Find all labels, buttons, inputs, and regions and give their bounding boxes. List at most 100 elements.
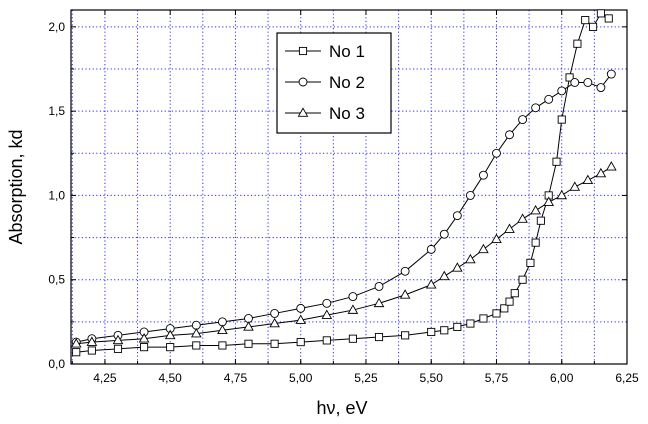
data-point-triangle [504, 223, 515, 233]
data-point-triangle [452, 262, 463, 272]
data-point-square [427, 327, 436, 337]
y-axis-title: Absorption, kd [6, 129, 26, 244]
y-tick-label: 1,5 [48, 104, 65, 118]
data-point-circle [296, 303, 306, 313]
data-point-triangle [595, 167, 607, 178]
data-point-triangle [321, 309, 333, 319]
data-point-square [526, 258, 535, 267]
legend: No 1 No 2 No 3 [276, 32, 392, 134]
series-line-triangle [76, 166, 612, 345]
plot-frame [70, 9, 628, 365]
data-point-circle [606, 69, 616, 79]
data-point-circle [270, 308, 280, 318]
data-point-triangle [543, 196, 555, 206]
data-point-square [557, 115, 566, 124]
x-tick-label: 5,50 [420, 371, 444, 385]
legend-label: No 2 [329, 73, 365, 92]
data-point-square [552, 157, 561, 166]
legend-marker-square [298, 46, 308, 56]
data-point-square [113, 344, 123, 353]
x-tick-label: 5,25 [354, 371, 378, 385]
series-triangle [70, 161, 617, 348]
data-point-square [531, 238, 540, 247]
data-point-circle [426, 244, 436, 254]
data-point-square [518, 275, 527, 284]
data-point-circle [570, 78, 580, 87]
data-point-square [581, 16, 590, 25]
data-point-square [536, 216, 545, 225]
x-axis-title: hν, eV [316, 398, 367, 418]
data-point-circle [374, 282, 384, 291]
data-point-square [87, 346, 96, 355]
data-point-triangle [438, 270, 450, 281]
data-point-square [466, 319, 475, 328]
data-point-square [604, 14, 613, 23]
data-point-square [244, 339, 253, 348]
data-point-circle [348, 292, 358, 302]
data-point-square [453, 322, 462, 331]
series-line-square [76, 12, 610, 353]
ticks: 4,25 4,50 4,75 5,00 5,25 5,50 5,75 6,00 6,25 0,0 0… [48, 10, 639, 385]
data-point-square [296, 338, 305, 347]
data-point-square [573, 39, 582, 48]
data-point-triangle [606, 161, 617, 171]
data-point-square [510, 289, 519, 298]
data-point-square [565, 73, 574, 82]
legend-marker-triangle [297, 107, 309, 117]
data-point-circle [322, 298, 332, 308]
data-point-square [500, 304, 509, 313]
data-point-square [374, 332, 384, 342]
legend-box [276, 32, 392, 134]
data-point-square [192, 341, 201, 350]
data-point-triangle [112, 334, 124, 345]
data-point-circle [492, 148, 501, 158]
data-point-circle [452, 211, 462, 221]
data-point-square [440, 326, 449, 335]
data-point-square [270, 339, 279, 348]
data-point-triangle [478, 243, 489, 254]
data-point-triangle [243, 321, 254, 331]
series-layer [70, 9, 617, 357]
data-point-triangle [347, 304, 359, 314]
data-point-square [589, 22, 598, 31]
legend-label: No 1 [329, 42, 365, 61]
data-point-circle [518, 115, 528, 125]
y-tick-label: 1,0 [48, 188, 65, 202]
data-point-triangle [556, 189, 568, 200]
y-tick-label: 0,5 [48, 273, 65, 287]
x-tick-label: 4,25 [93, 371, 117, 385]
data-point-square [401, 331, 410, 340]
data-point-circle [505, 130, 514, 140]
data-point-square [72, 348, 81, 357]
legend-label: No 3 [329, 104, 365, 123]
data-point-triangle [86, 336, 98, 346]
x-tick-label: 6,25 [615, 371, 639, 385]
data-point-triangle [373, 297, 385, 308]
data-point-circle [531, 103, 541, 113]
data-point-square [492, 309, 501, 318]
data-point-square [322, 336, 331, 345]
data-point-triangle [569, 181, 581, 191]
data-point-square [596, 9, 605, 18]
data-point-triangle [269, 317, 280, 328]
x-tick-label: 5,75 [485, 371, 509, 385]
data-point-triangle [164, 329, 176, 340]
data-point-triangle [582, 174, 594, 185]
data-point-triangle [70, 338, 82, 348]
data-point-triangle [465, 253, 476, 264]
data-point-circle [557, 86, 567, 96]
data-point-triangle [138, 333, 150, 343]
data-point-triangle [190, 328, 202, 338]
y-tick-label: 2,0 [48, 20, 65, 34]
x-tick-label: 4,75 [224, 371, 248, 385]
data-point-square [479, 314, 488, 323]
data-point-triangle [399, 289, 411, 299]
data-point-circle [465, 190, 475, 200]
legend-marker-circle [298, 77, 308, 87]
data-point-circle [596, 83, 606, 92]
data-point-triangle [491, 233, 502, 244]
data-point-square [140, 343, 149, 352]
data-point-circle [400, 266, 410, 276]
